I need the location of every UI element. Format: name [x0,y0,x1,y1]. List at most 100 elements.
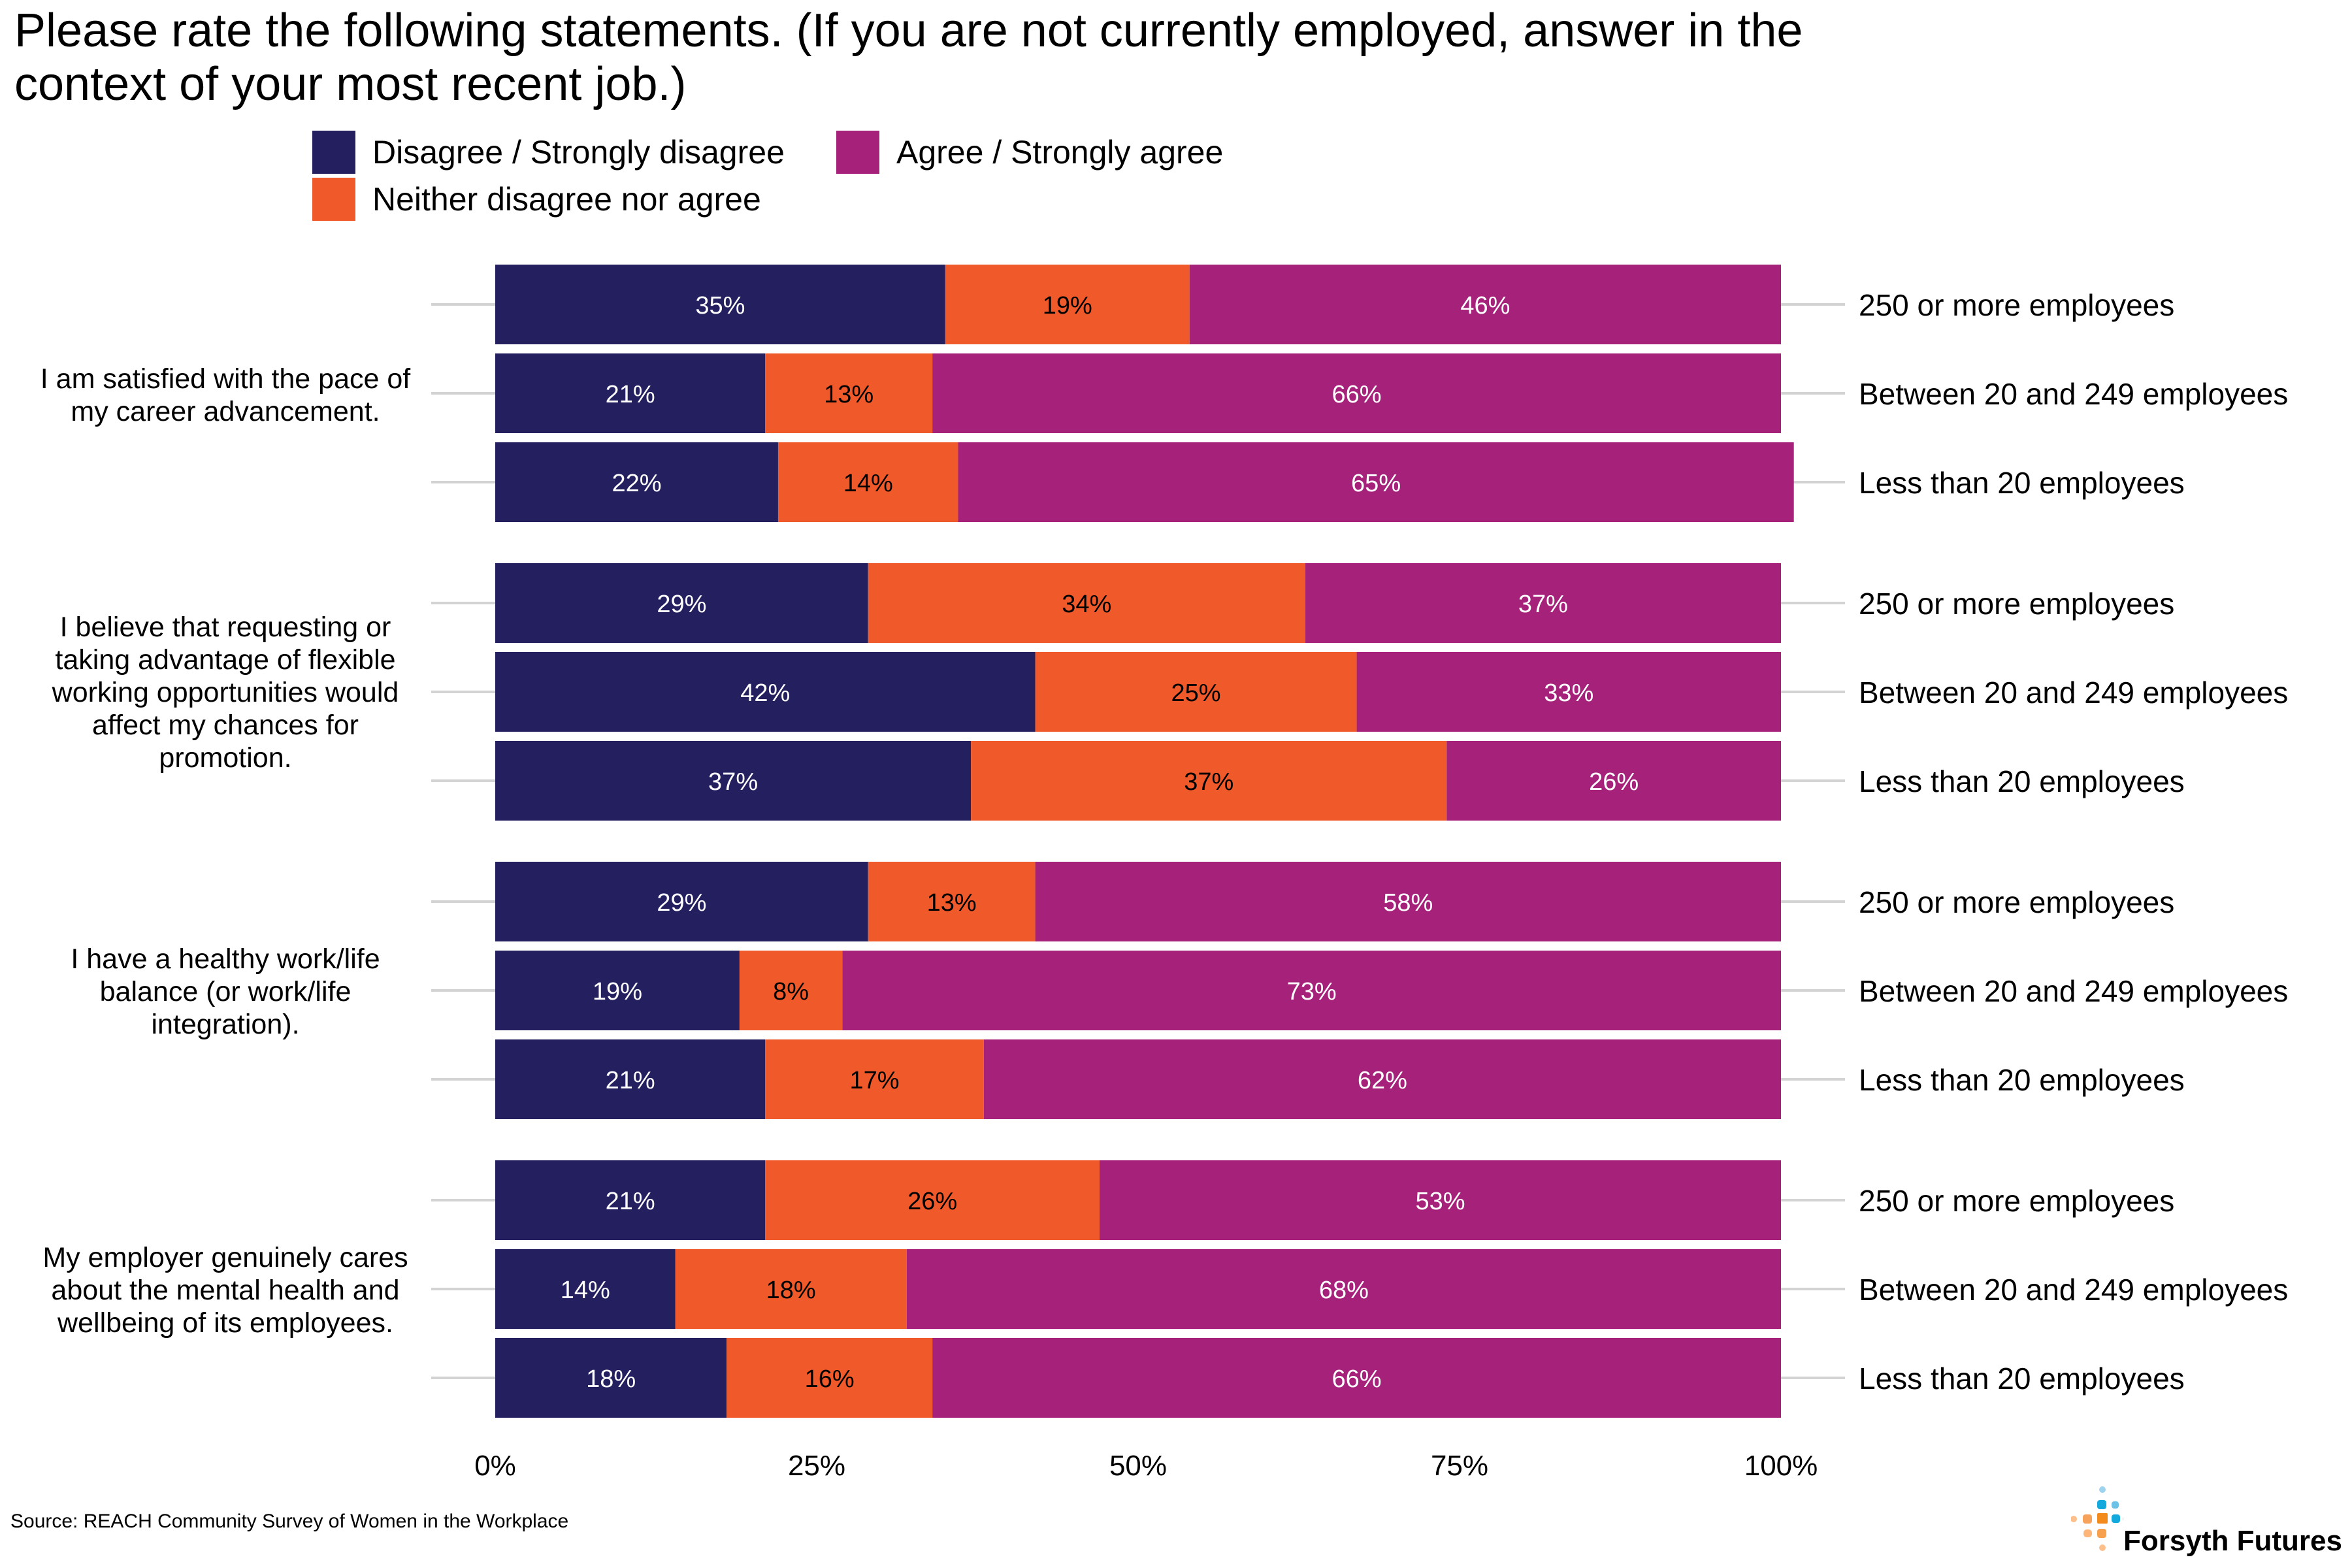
category-label: 250 or more employees [1859,1184,2174,1218]
bar-segment [765,1039,984,1119]
bar-data-label: 13% [927,889,977,917]
bar-data-label: 18% [766,1277,816,1304]
statement-label-3: My employer genuinely cares about the me… [42,1242,408,1339]
category-label: 250 or more employees [1859,587,2174,621]
legend-swatch-disagree [312,131,355,174]
bar-segment [932,1338,1781,1418]
bar-segment [1099,1160,1781,1240]
bar-data-label: 58% [1383,889,1433,917]
bar-data-label: 18% [586,1365,636,1393]
statement-label-0: I am satisfied with the pace of my caree… [40,363,411,427]
bar-data-label: 35% [695,292,745,319]
statement-label-2: I have a healthy work/life balance (or w… [71,943,380,1040]
x-tick-label: 100% [1744,1450,1818,1482]
bar-data-label: 19% [1043,292,1092,319]
chart-title: Please rate the following statements. (I… [14,5,1803,110]
bar-segment [958,442,1794,522]
logo-text: Forsyth Futures [2123,1525,2342,1557]
category-label: Between 20 and 249 employees [1859,974,2288,1008]
bar-segment [1305,563,1781,643]
bar-data-label: 62% [1358,1067,1407,1094]
bar-data-label: 14% [561,1277,610,1304]
bar-segment [906,1249,1781,1329]
bar-segment [495,862,868,941]
bar-segment [495,442,778,522]
legend-swatch-neither [312,178,355,221]
category-label: Between 20 and 249 employees [1859,676,2288,710]
bar-data-label: 66% [1332,381,1382,408]
x-tick-label: 0% [474,1450,516,1482]
category-label: Between 20 and 249 employees [1859,377,2288,411]
legend-item-disagree: Disagree / Strongly disagree [312,131,785,174]
bar-data-label: 21% [606,381,655,408]
bar-data-label: 29% [657,591,706,618]
bar-data-label: 42% [740,679,790,707]
bar-segment [495,951,740,1030]
bar-segment [495,1249,676,1329]
bar-data-label: 19% [593,978,642,1005]
bar-segment [765,1160,1100,1240]
logo-dots-icon [2071,1486,2123,1551]
bar-data-label: 25% [1171,679,1221,707]
legend-item-agree: Agree / Strongly agree [836,131,1223,174]
bar-data-label: 29% [657,889,706,917]
x-tick-label: 50% [1109,1450,1167,1482]
bar-data-label: 73% [1287,978,1337,1005]
category-label: Less than 20 employees [1859,764,2185,798]
bar-data-label: 26% [907,1188,957,1215]
bar-data-label: 68% [1319,1277,1369,1304]
bar-data-label: 26% [1589,768,1639,796]
bar-segment [727,1338,933,1418]
bar-segment [495,265,945,344]
bar-segment [1035,652,1357,732]
category-label: Less than 20 employees [1859,1063,2185,1097]
category-label: Less than 20 employees [1859,466,2185,500]
bar-data-label: 16% [805,1365,855,1393]
bar-data-label: 14% [843,470,893,497]
bar-segment [739,951,843,1030]
bar-segment [777,442,958,522]
statement-label-1: I believe that requesting or taking adva… [52,612,399,774]
x-tick-label: 75% [1431,1450,1488,1482]
bar-segment [868,862,1036,941]
bar-segment [1189,265,1781,344]
category-label: Less than 20 employees [1859,1362,2185,1396]
bar-segment [842,951,1781,1030]
bar-segment [675,1249,907,1329]
category-label: 250 or more employees [1859,288,2174,322]
bar-segment [868,563,1305,643]
legend-label-neither: Neither disagree nor agree [372,181,761,218]
legend-label-agree: Agree / Strongly agree [896,134,1224,171]
bar-data-label: 37% [1518,591,1568,618]
bar-segment [983,1039,1781,1119]
bar-segment [495,1039,766,1119]
bar-segment [1446,741,1781,821]
bar-segment [1035,862,1781,941]
source-note: Source: REACH Community Survey of Women … [10,1511,569,1532]
bar-segment [495,652,1036,732]
bar-data-label: 22% [612,470,661,497]
bar-data-label: 65% [1351,470,1401,497]
category-label: Between 20 and 249 employees [1859,1273,2288,1307]
legend-swatch-agree [836,131,879,174]
bar-segment [971,741,1447,821]
bar-segment [945,265,1190,344]
bar-segment [495,1338,727,1418]
bar-data-label: 33% [1544,679,1593,707]
bar-data-label: 13% [824,381,874,408]
bar-segment [495,563,868,643]
bar-data-label: 8% [773,978,809,1005]
bar-data-label: 53% [1415,1188,1465,1215]
bar-data-label: 37% [708,768,758,796]
bar-data-label: 37% [1184,768,1233,796]
legend-item-neither: Neither disagree nor agree [312,178,761,221]
bar-segment [495,353,766,433]
legend-label-disagree: Disagree / Strongly disagree [372,134,785,171]
bar-data-label: 66% [1332,1365,1382,1393]
bar-segment [765,353,933,433]
bar-data-label: 21% [606,1188,655,1215]
bar-segment [495,1160,766,1240]
bar-segment [495,741,972,821]
bar-data-label: 21% [606,1067,655,1094]
